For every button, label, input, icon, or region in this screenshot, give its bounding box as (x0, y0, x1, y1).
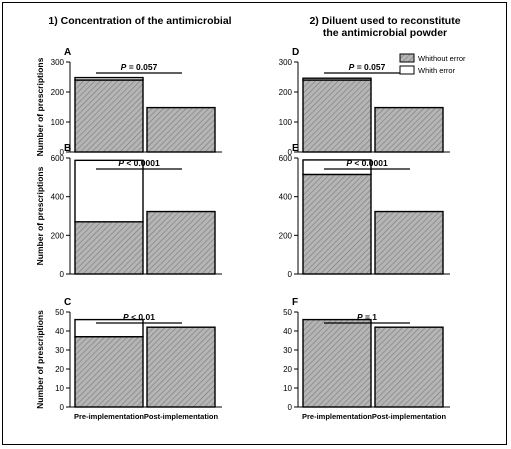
y-tick-label: 10 (283, 384, 292, 393)
legend-label-without-error: Whithout error (418, 54, 466, 63)
panel-letter: E (292, 143, 299, 154)
x-tick-label: Post-implementation (372, 412, 447, 421)
p-value-label: P < 0.0001 (118, 158, 160, 168)
y-axis-label: Number of prescriptions (35, 57, 45, 156)
panel-a: A 0 100 200 300 Number of prescriptions P = 0.… (35, 47, 222, 157)
bar-with-error (302, 159, 372, 176)
bar-without-error (146, 210, 216, 275)
panel-d: D 0 100 200 300 P = 0.057 Whithout error Whith … (279, 47, 466, 157)
legend-swatch-without-error (399, 53, 415, 63)
bar-without-error (374, 326, 444, 408)
figure-frame (2, 2, 507, 445)
p-value-label: P = 0.057 (349, 62, 386, 72)
bar-without-error (374, 106, 444, 153)
y-tick-label: 200 (51, 88, 65, 97)
y-axis-label: Number of prescriptions (35, 310, 45, 409)
panel-letter: F (292, 297, 298, 308)
y-axis-label: Number of prescriptions (35, 166, 45, 265)
panel-letter: A (64, 47, 71, 58)
panel-letter: C (64, 297, 71, 308)
y-tick-label: 0 (288, 148, 293, 157)
y-tick-label: 0 (60, 403, 65, 412)
y-tick-label: 0 (60, 270, 65, 279)
legend-swatch-with-error (399, 65, 415, 75)
right-column-title: 2) Diluent used to reconstitute the anti… (285, 15, 485, 39)
p-value-label: P = 0.057 (121, 62, 158, 72)
bar-without-error (74, 336, 144, 408)
y-tick-label: 200 (279, 88, 293, 97)
right-column-title-line2: the antimicrobial powder (322, 27, 448, 39)
panel-letter: D (292, 47, 299, 58)
y-tick-label: 300 (279, 58, 293, 67)
legend: Whithout error Whith error (399, 53, 466, 75)
y-tick-label: 400 (279, 193, 293, 202)
y-tick-label: 600 (279, 154, 293, 163)
x-tick-label: Post-implementation (144, 412, 219, 421)
right-column-title-line1: 2) Diluent used to reconstitute (309, 15, 461, 27)
bar-without-error (74, 79, 144, 153)
bar-without-error (302, 79, 372, 153)
bar-without-error (374, 210, 444, 275)
y-tick-label: 300 (51, 58, 65, 67)
y-tick-label: 0 (60, 148, 65, 157)
panel-letter: B (64, 143, 71, 154)
panel-f: F 0 10 20 30 40 50 Pre-implementation Post-imple… (283, 297, 450, 421)
y-tick-label: 0 (288, 403, 293, 412)
bar-with-error (74, 318, 144, 338)
y-tick-label: 40 (283, 327, 292, 336)
x-tick-label: Pre-implementation (74, 412, 144, 421)
bar-with-error (302, 77, 372, 81)
p-value-label: P < 0.01 (123, 312, 155, 322)
y-tick-label: 200 (279, 231, 293, 240)
y-tick-label: 30 (283, 346, 292, 355)
bar-without-error (302, 173, 372, 275)
x-tick-label: Pre-implementation (302, 412, 372, 421)
bar-with-error (74, 76, 144, 81)
y-tick-label: 200 (51, 231, 65, 240)
y-tick-label: 0 (288, 270, 293, 279)
y-tick-label: 10 (55, 384, 64, 393)
bar-without-error (146, 326, 216, 408)
bar-without-error (146, 106, 216, 153)
y-tick-label: 50 (283, 308, 292, 317)
y-tick-label: 30 (55, 346, 64, 355)
y-tick-label: 20 (283, 365, 292, 374)
bar-without-error (302, 318, 372, 408)
y-tick-label: 100 (279, 118, 293, 127)
bar-without-error (74, 221, 144, 275)
y-tick-label: 400 (51, 193, 65, 202)
legend-label-with-error: Whith error (418, 66, 456, 75)
left-column-title: 1) Concentration of the antimicrobial (48, 15, 232, 27)
y-tick-label: 40 (55, 327, 64, 336)
y-tick-label: 100 (51, 118, 65, 127)
y-tick-label: 50 (55, 308, 64, 317)
y-tick-label: 600 (51, 154, 65, 163)
p-value-label: P = 1 (357, 312, 377, 322)
bar-with-error (74, 159, 144, 223)
y-tick-label: 20 (55, 365, 64, 374)
panel-c: C 0 10 20 30 40 50 Number of prescriptions Pre-i… (35, 297, 222, 421)
p-value-label: P < 0.0001 (346, 158, 388, 168)
